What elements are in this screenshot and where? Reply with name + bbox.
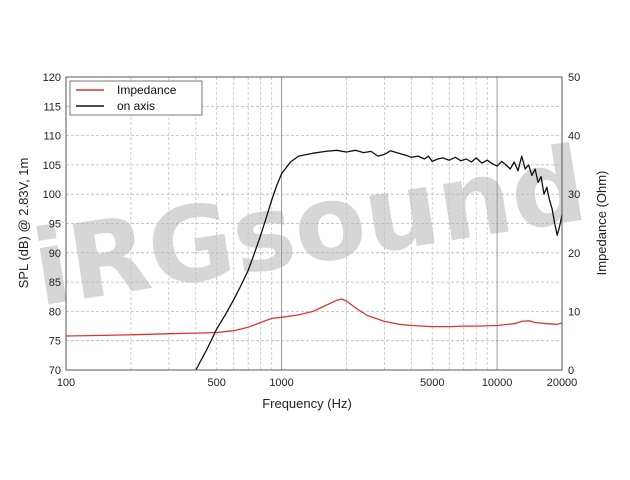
y-tick-label: 110 (43, 131, 61, 143)
y-tick-label: 70 (49, 365, 61, 377)
y2-tick-label: 30 (568, 189, 580, 201)
y-axis-label: SPL (dB) @ 2.83V, 1m (16, 158, 31, 289)
y-tick-label: 115 (43, 101, 61, 113)
series-line-impedance (65, 298, 563, 337)
y-tick-label: 75 (49, 336, 61, 348)
y-tick-label: 90 (49, 248, 61, 260)
y-tick-label: 100 (43, 189, 61, 201)
y2-tick-label: 0 (568, 365, 574, 377)
y2-tick-label: 40 (568, 131, 580, 143)
x-tick-label: 5000 (420, 377, 444, 389)
y2-tick-label: 50 (568, 72, 580, 84)
y-tick-label: 120 (43, 72, 61, 84)
y2-tick-label: 20 (568, 248, 580, 260)
y2-tick-label: 10 (568, 306, 580, 318)
y-tick-label: 85 (49, 277, 61, 289)
y-tick-label: 105 (43, 160, 61, 172)
x-tick-label: 100 (57, 377, 75, 389)
x-tick-label: 500 (207, 377, 225, 389)
legend-label-impedance: Impedance (117, 83, 177, 97)
tick-labels: 100 500 1000 5000 10000 200007075808590951001… (43, 72, 581, 389)
series-layer (65, 149, 563, 371)
x-tick-label: 10000 (482, 377, 513, 389)
y-tick-label: 80 (49, 306, 61, 318)
x-tick-label: 20000 (547, 377, 578, 389)
plot-frame (65, 76, 563, 371)
y-tick-label: 95 (49, 219, 61, 231)
x-axis-label: Frequency (Hz) (262, 396, 352, 411)
legend-box (69, 80, 203, 116)
y2-axis-label: Impedance (Ohm) (594, 171, 609, 276)
grid-lines (66, 77, 562, 370)
series-line-on-axis (195, 149, 563, 371)
x-tick-label: 1000 (269, 377, 293, 389)
legend: Impedance on axis (69, 80, 203, 116)
legend-label-on-axis: on axis (117, 99, 155, 113)
